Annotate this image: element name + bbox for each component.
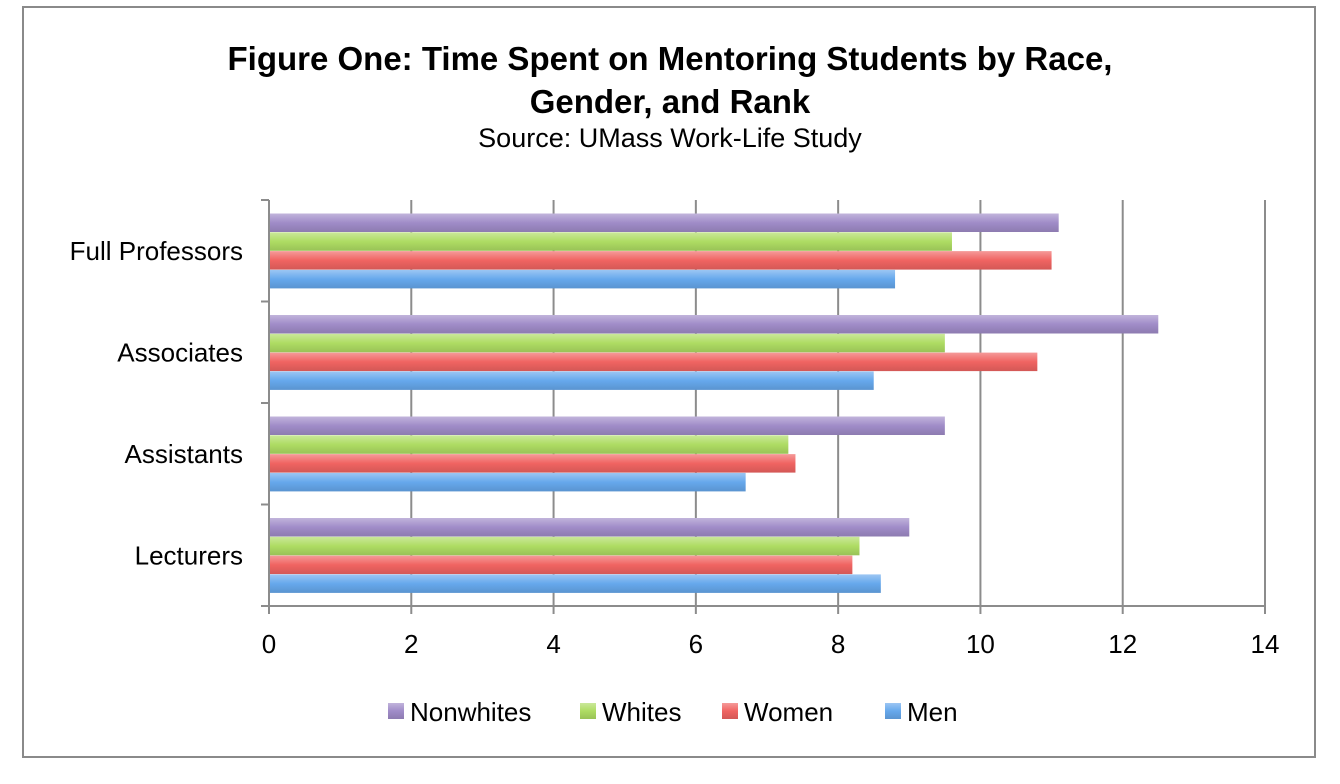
- bar-nonwhites-full-professors: [269, 213, 1059, 232]
- x-tick-label: 0: [262, 629, 276, 659]
- bar-nonwhites-associates: [269, 315, 1159, 334]
- category-label: Lecturers: [135, 540, 243, 570]
- legend-swatch-nonwhites: [388, 703, 404, 719]
- x-tick-label: 6: [689, 629, 703, 659]
- bars: [269, 213, 1159, 593]
- chart-frame: [22, 6, 1316, 758]
- bar-men-assistants: [269, 472, 746, 492]
- labels: Full Professors Associates Assistants Lectu…: [70, 236, 1280, 659]
- legend-swatch-whites: [580, 703, 596, 719]
- legend: Nonwhites Whites Women Men: [388, 697, 958, 727]
- chart-title: Figure One: Time Spent on Mentoring Stud…: [227, 40, 1113, 77]
- axes: [261, 199, 1266, 614]
- legend-label-men: Men: [907, 697, 958, 727]
- chart-subtitle: Source: UMass Work-Life Study: [478, 123, 862, 153]
- bar-women-assistants: [269, 454, 796, 473]
- x-tick-label: 10: [966, 629, 995, 659]
- bar-whites-assistants: [269, 435, 789, 454]
- x-tick-label: 8: [831, 629, 845, 659]
- bar-men-lecturers: [269, 574, 881, 593]
- legend-label-women: Women: [744, 697, 833, 727]
- chart-title-line2: Gender, and Rank: [529, 83, 811, 120]
- legend-swatch-women: [722, 703, 738, 719]
- x-tick-label: 4: [546, 629, 560, 659]
- bar-whites-full-professors: [269, 232, 952, 251]
- category-label: Full Professors: [70, 236, 243, 266]
- x-tick-label: 2: [404, 629, 418, 659]
- legend-swatch-men: [885, 703, 901, 719]
- bar-women-associates: [269, 352, 1038, 372]
- bar-women-lecturers: [269, 555, 853, 575]
- bar-men-associates: [269, 371, 874, 390]
- bar-nonwhites-assistants: [269, 416, 945, 435]
- x-tick-label: 14: [1251, 629, 1280, 659]
- bar-whites-associates: [269, 333, 945, 353]
- bar-whites-lecturers: [269, 536, 860, 556]
- category-label: Associates: [117, 337, 243, 367]
- x-tick-label: 12: [1108, 629, 1137, 659]
- bar-nonwhites-lecturers: [269, 518, 910, 537]
- bar-women-full-professors: [269, 251, 1052, 270]
- legend-label-whites: Whites: [602, 697, 681, 727]
- bar-men-full-professors: [269, 269, 896, 289]
- legend-label-nonwhites: Nonwhites: [410, 697, 531, 727]
- category-label: Assistants: [125, 439, 244, 469]
